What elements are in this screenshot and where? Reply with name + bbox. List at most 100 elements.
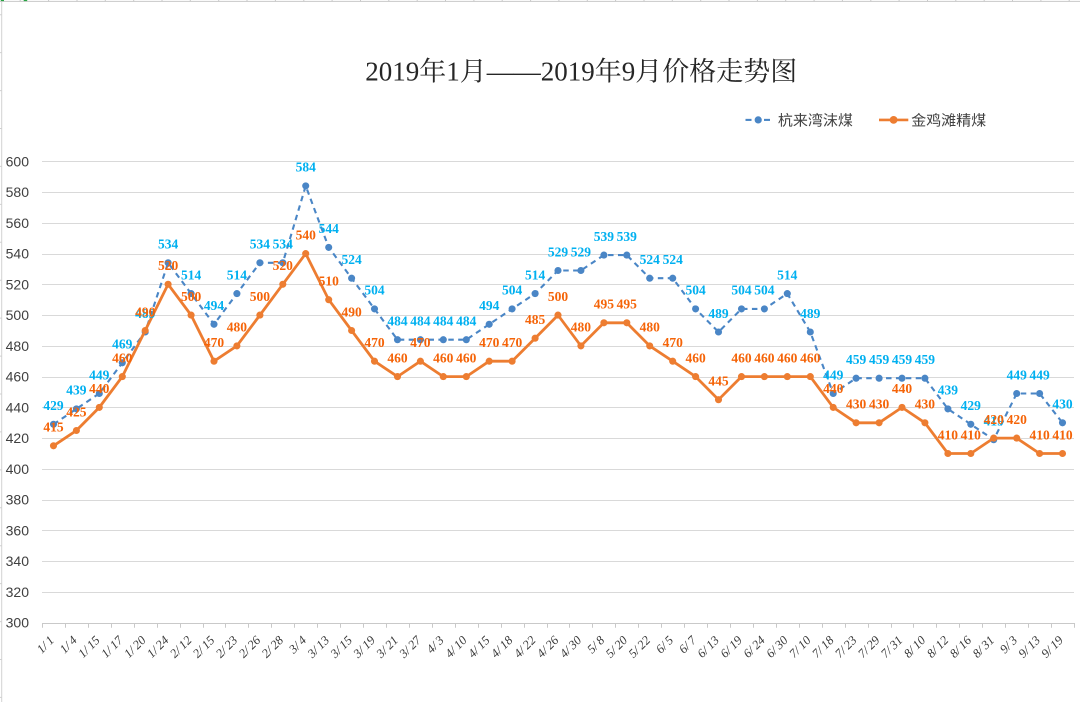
svg-text:495: 495: [594, 297, 615, 312]
svg-text:9: 9: [622, 57, 636, 87]
svg-text:460: 460: [800, 350, 821, 365]
svg-text:2/ 12: 2/ 12: [167, 633, 194, 660]
svg-text:544: 544: [319, 221, 340, 236]
svg-text:2019: 2019: [365, 57, 419, 87]
svg-text:459: 459: [892, 352, 913, 367]
svg-text:520: 520: [273, 258, 294, 273]
svg-text:520: 520: [6, 276, 30, 292]
svg-text:489: 489: [800, 306, 821, 321]
svg-text:460: 460: [433, 350, 454, 365]
svg-text:500: 500: [181, 289, 202, 304]
svg-text:410: 410: [1029, 427, 1050, 442]
svg-text:494: 494: [479, 298, 500, 313]
svg-text:489: 489: [708, 306, 729, 321]
svg-text:534: 534: [158, 237, 179, 252]
svg-text:8/ 10: 8/ 10: [901, 633, 929, 661]
svg-text:584: 584: [296, 160, 317, 175]
svg-text:360: 360: [6, 522, 30, 538]
svg-text:3/ 27: 3/ 27: [396, 633, 425, 662]
svg-text:419: 419: [984, 414, 1005, 429]
svg-text:470: 470: [364, 335, 385, 350]
svg-text:540: 540: [296, 227, 317, 242]
svg-text:7/ 23: 7/ 23: [832, 633, 859, 660]
svg-text:445: 445: [708, 374, 729, 389]
svg-text:439: 439: [938, 383, 959, 398]
svg-text:415: 415: [43, 420, 64, 435]
svg-text:4/ 30: 4/ 30: [557, 633, 585, 661]
svg-text:480: 480: [227, 320, 248, 335]
svg-text:524: 524: [663, 252, 684, 267]
svg-text:470: 470: [479, 335, 500, 350]
svg-text:504: 504: [731, 283, 752, 298]
svg-text:560: 560: [6, 215, 30, 231]
svg-text:9/ 13: 9/ 13: [1016, 633, 1043, 660]
svg-text:7/ 29: 7/ 29: [855, 633, 883, 661]
svg-text:514: 514: [227, 267, 248, 282]
svg-text:4/ 18: 4/ 18: [488, 633, 516, 661]
svg-text:6/ 30: 6/ 30: [763, 633, 791, 661]
svg-text:484: 484: [387, 314, 408, 329]
svg-text:459: 459: [915, 352, 936, 367]
svg-text:1/ 17: 1/ 17: [98, 633, 126, 661]
svg-text:430: 430: [915, 397, 936, 412]
svg-text:4/ 26: 4/ 26: [534, 633, 562, 661]
svg-text:3/ 21: 3/ 21: [373, 633, 401, 661]
svg-text:440: 440: [823, 381, 844, 396]
svg-text:489: 489: [135, 306, 156, 321]
svg-text:484: 484: [410, 314, 431, 329]
svg-text:5/ 20: 5/ 20: [603, 633, 631, 661]
svg-text:2/ 23: 2/ 23: [213, 633, 240, 660]
svg-text:460: 460: [754, 350, 775, 365]
svg-text:1/ 24: 1/ 24: [144, 633, 171, 660]
svg-text:514: 514: [525, 267, 546, 282]
svg-text:495: 495: [617, 297, 638, 312]
svg-text:440: 440: [89, 381, 110, 396]
svg-text:2/ 15: 2/ 15: [190, 633, 217, 660]
svg-text:3/ 4: 3/ 4: [285, 633, 309, 657]
svg-text:490: 490: [135, 304, 156, 319]
svg-text:3/ 13: 3/ 13: [304, 633, 332, 661]
svg-text:1/ 20: 1/ 20: [121, 633, 149, 661]
svg-text:7/ 18: 7/ 18: [809, 633, 837, 661]
svg-text:460: 460: [112, 350, 133, 365]
svg-text:410: 410: [961, 427, 982, 442]
svg-text:500: 500: [548, 289, 569, 304]
svg-text:460: 460: [6, 369, 30, 385]
svg-text:459: 459: [869, 352, 890, 367]
svg-text:320: 320: [6, 584, 30, 600]
svg-text:440: 440: [892, 381, 913, 396]
svg-text:470: 470: [663, 335, 684, 350]
svg-text:3/ 15: 3/ 15: [327, 633, 355, 661]
svg-text:1: 1: [446, 57, 460, 87]
svg-text:449: 449: [1007, 367, 1028, 382]
svg-text:8/ 12: 8/ 12: [924, 633, 951, 660]
svg-text:429: 429: [43, 398, 64, 413]
svg-text:429: 429: [961, 398, 982, 413]
svg-text:490: 490: [341, 304, 362, 319]
svg-text:500: 500: [250, 289, 271, 304]
svg-text:6/ 13: 6/ 13: [695, 633, 722, 660]
svg-text:420: 420: [984, 412, 1005, 427]
svg-text:1/ 1: 1/ 1: [34, 633, 57, 656]
svg-text:410: 410: [938, 427, 959, 442]
svg-text:449: 449: [89, 367, 110, 382]
svg-text:469: 469: [112, 337, 133, 352]
svg-text:1/ 15: 1/ 15: [75, 633, 102, 660]
svg-text:3/ 19: 3/ 19: [350, 633, 379, 662]
svg-text:439: 439: [66, 383, 87, 398]
svg-text:2019: 2019: [541, 57, 595, 87]
svg-text:534: 534: [250, 237, 271, 252]
svg-text:524: 524: [640, 252, 661, 267]
svg-text:470: 470: [502, 335, 523, 350]
svg-text:460: 460: [685, 350, 706, 365]
svg-text:460: 460: [777, 350, 798, 365]
svg-text:470: 470: [410, 335, 431, 350]
svg-text:9/ 19: 9/ 19: [1039, 633, 1067, 661]
svg-text:6/ 24: 6/ 24: [740, 633, 767, 660]
svg-text:420: 420: [6, 430, 30, 446]
svg-text:8/ 31: 8/ 31: [970, 633, 997, 660]
svg-text:514: 514: [777, 267, 798, 282]
svg-text:6/ 5: 6/ 5: [653, 633, 676, 656]
svg-text:4/ 22: 4/ 22: [511, 633, 538, 660]
svg-text:485: 485: [525, 312, 546, 327]
